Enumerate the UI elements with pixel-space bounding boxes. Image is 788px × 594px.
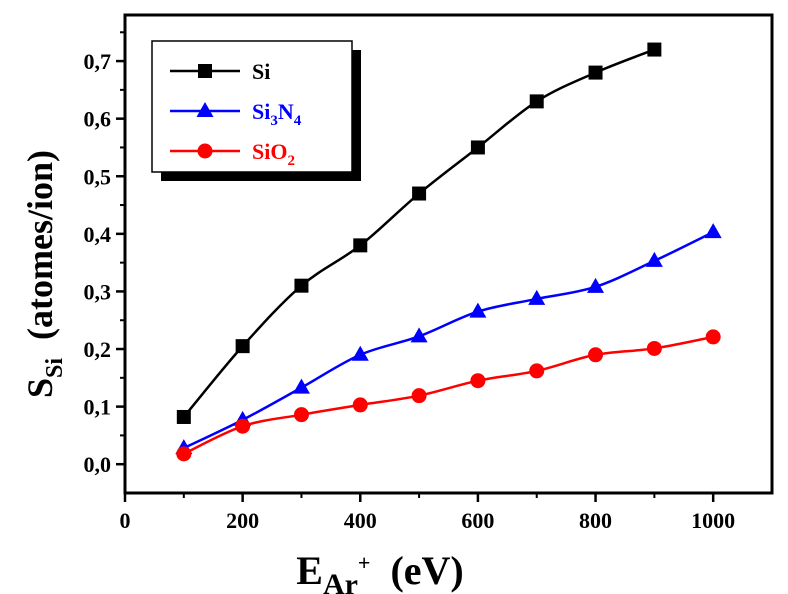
data-point — [470, 373, 486, 389]
data-point — [469, 302, 487, 318]
series-1 — [175, 223, 722, 455]
legend-marker — [197, 143, 213, 159]
y-tick-label: 0,6 — [84, 107, 112, 132]
x-tick-label: 400 — [344, 508, 377, 533]
plot-content — [175, 42, 722, 462]
legend-label-part: 4 — [294, 113, 302, 129]
y-tick-label: 0,1 — [84, 395, 112, 420]
plot-frame — [123, 13, 774, 495]
data-point — [293, 407, 309, 423]
x-tick-label: 200 — [226, 508, 259, 533]
data-point — [587, 277, 605, 293]
data-point — [410, 327, 428, 343]
data-point — [235, 339, 250, 354]
series-0 — [176, 42, 662, 424]
legend-label: SiO2 — [252, 139, 295, 169]
data-point — [528, 289, 546, 305]
data-point — [353, 238, 368, 253]
legend-marker — [196, 102, 214, 117]
data-point — [176, 409, 191, 424]
axis-title-part: Si — [42, 358, 68, 378]
y-tick-label: 0,5 — [84, 164, 112, 189]
legend-entry-0: Si — [170, 59, 270, 84]
data-point — [705, 329, 721, 345]
data-point — [412, 186, 427, 201]
series-2 — [176, 329, 721, 462]
y-tick-label: 0,0 — [84, 452, 112, 477]
axis-title-part: E — [296, 548, 323, 593]
x-axis: 0 200 400 600 800 1000 — [120, 493, 735, 533]
y-tick-label: 0,7 — [84, 49, 112, 74]
axis-title-part: Ar — [323, 568, 358, 594]
data-point — [529, 94, 544, 109]
data-point — [704, 223, 722, 239]
y-tick-label: 0,4 — [84, 222, 112, 247]
y-tick-label: 0,3 — [84, 279, 112, 304]
legend-label-part: 2 — [287, 153, 295, 169]
legend-label-part: Si — [252, 59, 270, 84]
legend-label-part: 3 — [270, 113, 278, 129]
data-point — [294, 278, 309, 293]
data-point — [411, 388, 427, 404]
axis-title-part: + — [358, 550, 371, 575]
legend-label: Si — [252, 59, 270, 84]
series-line — [183, 335, 714, 455]
data-point — [645, 251, 663, 267]
legend-label: Si3N4 — [252, 99, 302, 129]
series-line — [183, 230, 714, 450]
x-tick-label: 800 — [579, 508, 612, 533]
data-point — [588, 347, 604, 363]
y-tick-label: 0,2 — [84, 337, 112, 362]
legend-entry-2: SiO2 — [170, 139, 295, 169]
data-point — [176, 446, 192, 462]
x-tick-label: 0 — [120, 508, 131, 533]
x-tick-label: 600 — [461, 508, 494, 533]
axis-title-part: (eV) — [370, 548, 463, 593]
data-point — [292, 378, 310, 394]
data-point — [470, 140, 485, 155]
x-tick-label: 1000 — [691, 508, 735, 533]
y-axis-title: SSi (atomes/ion) — [20, 150, 68, 398]
axis-title-part: (atomes/ion) — [20, 150, 60, 358]
legend-entry-1: Si3N4 — [170, 99, 302, 129]
axis-title-part: S — [20, 378, 60, 398]
legend-marker — [198, 64, 212, 78]
legend-label-part: SiO — [252, 139, 287, 164]
data-point — [529, 363, 545, 379]
data-point — [235, 418, 251, 434]
data-point — [646, 340, 662, 356]
x-axis-title: EAr+ (eV) — [296, 548, 464, 594]
legend-label-part: N — [278, 99, 294, 124]
data-point — [351, 345, 369, 361]
data-point — [647, 42, 662, 57]
y-axis: 0,0 0,1 0,2 0,3 0,4 0,5 0,6 0,7 — [84, 31, 125, 477]
data-point — [352, 397, 368, 413]
data-point — [588, 65, 603, 80]
legend-label-part: Si — [252, 99, 270, 124]
